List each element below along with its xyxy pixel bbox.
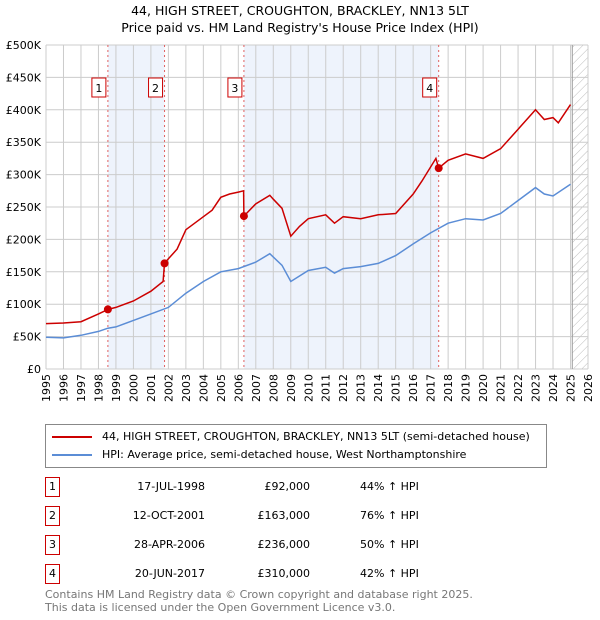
sale-date: 28-APR-2006 bbox=[133, 538, 205, 551]
x-tick-label: 1997 bbox=[75, 374, 88, 402]
y-tick-label: £50K bbox=[13, 331, 42, 344]
x-tick-label: 2016 bbox=[407, 374, 420, 402]
x-tick-label: 2020 bbox=[477, 374, 490, 402]
x-tick-label: 2003 bbox=[180, 374, 193, 402]
y-tick-label: £0 bbox=[27, 363, 41, 376]
sale-point bbox=[160, 259, 169, 268]
sale-date: 17-JUL-1998 bbox=[137, 480, 205, 493]
sale-row: 3 28-APR-2006 £236,000 50% ↑ HPI bbox=[45, 535, 545, 555]
x-tick-label: 2024 bbox=[547, 374, 560, 402]
x-tick-label: 2025 bbox=[565, 374, 578, 402]
x-tick-label: 2014 bbox=[372, 374, 385, 402]
x-tick-label: 2005 bbox=[215, 374, 228, 402]
sale-row: 4 20-JUN-2017 £310,000 42% ↑ HPI bbox=[45, 564, 545, 584]
footer-copyright: Contains HM Land Registry data © Crown c… bbox=[45, 588, 473, 601]
x-tick-label: 2017 bbox=[425, 374, 438, 402]
x-tick-label: 2012 bbox=[337, 374, 350, 402]
sale-date: 20-JUN-2017 bbox=[134, 567, 205, 580]
sale-number: 1 bbox=[45, 477, 60, 497]
sale-number-box bbox=[148, 77, 164, 98]
sale-point bbox=[239, 212, 248, 221]
x-tick-label: 2002 bbox=[162, 374, 175, 402]
x-tick-label: 2010 bbox=[302, 374, 315, 402]
sale-number: 3 bbox=[45, 535, 60, 555]
sale-number-box bbox=[422, 77, 438, 98]
footer: Contains HM Land Registry data © Crown c… bbox=[45, 588, 473, 614]
x-tick-label: 2013 bbox=[355, 374, 368, 402]
x-tick-label: 2019 bbox=[460, 374, 473, 402]
sale-price: £92,000 bbox=[264, 480, 311, 493]
sale-price: £310,000 bbox=[257, 567, 311, 580]
sale-number-box bbox=[227, 77, 243, 98]
sale-number-label: 1 bbox=[95, 82, 102, 95]
sale-hpi-change: 50% ↑ HPI bbox=[360, 538, 419, 551]
hpi-line bbox=[45, 183, 571, 339]
price-chart: 1995 1996 1997 1998 1999 2000 2001 2002 2003 2004… bbox=[6, 39, 595, 402]
sale-hpi-change: 42% ↑ HPI bbox=[360, 567, 419, 580]
y-tick-label: £350K bbox=[6, 136, 42, 149]
sale-point bbox=[434, 164, 443, 173]
x-tick-label: 1996 bbox=[57, 374, 70, 402]
x-tick-label: 2000 bbox=[127, 374, 140, 402]
legend: 44, HIGH STREET, CROUGHTON, BRACKLEY, NN… bbox=[45, 424, 547, 468]
footer-licence: This data is licensed under the Open Gov… bbox=[45, 601, 396, 614]
sale-point bbox=[103, 305, 112, 314]
chart-subtitle: Price paid vs. HM Land Registry's House … bbox=[121, 20, 479, 35]
legend-swatch-property bbox=[52, 436, 92, 438]
sale-number-label: 3 bbox=[231, 82, 238, 95]
x-tick-label: 2008 bbox=[267, 374, 280, 402]
x-tick-label: 2026 bbox=[582, 374, 595, 402]
x-tick-label: 2023 bbox=[530, 374, 543, 402]
y-tick-label: £400K bbox=[6, 104, 42, 117]
y-tick-label: £150K bbox=[6, 266, 42, 279]
y-tick-label: £450K bbox=[6, 71, 42, 84]
sale-row: 2 12-OCT-2001 £163,000 76% ↑ HPI bbox=[45, 506, 545, 526]
sale-date: 12-OCT-2001 bbox=[132, 509, 205, 522]
x-tick-label: 2011 bbox=[320, 374, 333, 402]
x-tick-label: 2004 bbox=[197, 374, 210, 402]
x-tick-label: 2015 bbox=[390, 374, 403, 402]
x-tick-label: 2001 bbox=[145, 374, 158, 402]
x-tick-label: 1998 bbox=[92, 374, 105, 402]
sale-number-box bbox=[91, 77, 107, 98]
y-tick-label: £100K bbox=[6, 298, 42, 311]
sale-number: 4 bbox=[45, 564, 60, 584]
sale-number-label: 2 bbox=[152, 82, 159, 95]
sale-number: 2 bbox=[45, 506, 60, 526]
x-tick-label: 2006 bbox=[232, 374, 245, 402]
sale-price: £163,000 bbox=[257, 509, 311, 522]
x-tick-label: 1999 bbox=[110, 374, 123, 402]
sale-row: 1 17-JUL-1998 £92,000 44% ↑ HPI bbox=[45, 477, 545, 497]
legend-swatch-hpi bbox=[52, 454, 92, 456]
chart-title: 44, HIGH STREET, CROUGHTON, BRACKLEY, NN… bbox=[131, 3, 469, 18]
sale-hpi-change: 44% ↑ HPI bbox=[360, 480, 419, 493]
sale-hpi-change: 76% ↑ HPI bbox=[360, 509, 419, 522]
x-tick-label: 2022 bbox=[512, 374, 525, 402]
property-price-line bbox=[45, 104, 572, 325]
y-tick-label: £500K bbox=[6, 39, 42, 52]
sale-price: £236,000 bbox=[257, 538, 311, 551]
x-tick-label: 1995 bbox=[40, 374, 53, 402]
x-tick-label: 2009 bbox=[285, 374, 298, 402]
y-tick-label: £250K bbox=[6, 201, 42, 214]
x-tick-label: 2018 bbox=[442, 374, 455, 402]
sale-number-label: 4 bbox=[426, 82, 433, 95]
legend-label-property: 44, HIGH STREET, CROUGHTON, BRACKLEY, NN… bbox=[102, 430, 530, 443]
x-tick-label: 2007 bbox=[250, 374, 263, 402]
x-tick-label: 2021 bbox=[495, 374, 508, 402]
y-tick-label: £200K bbox=[6, 233, 42, 246]
y-tick-label: £300K bbox=[6, 169, 42, 182]
legend-label-hpi: HPI: Average price, semi-detached house,… bbox=[102, 448, 467, 461]
